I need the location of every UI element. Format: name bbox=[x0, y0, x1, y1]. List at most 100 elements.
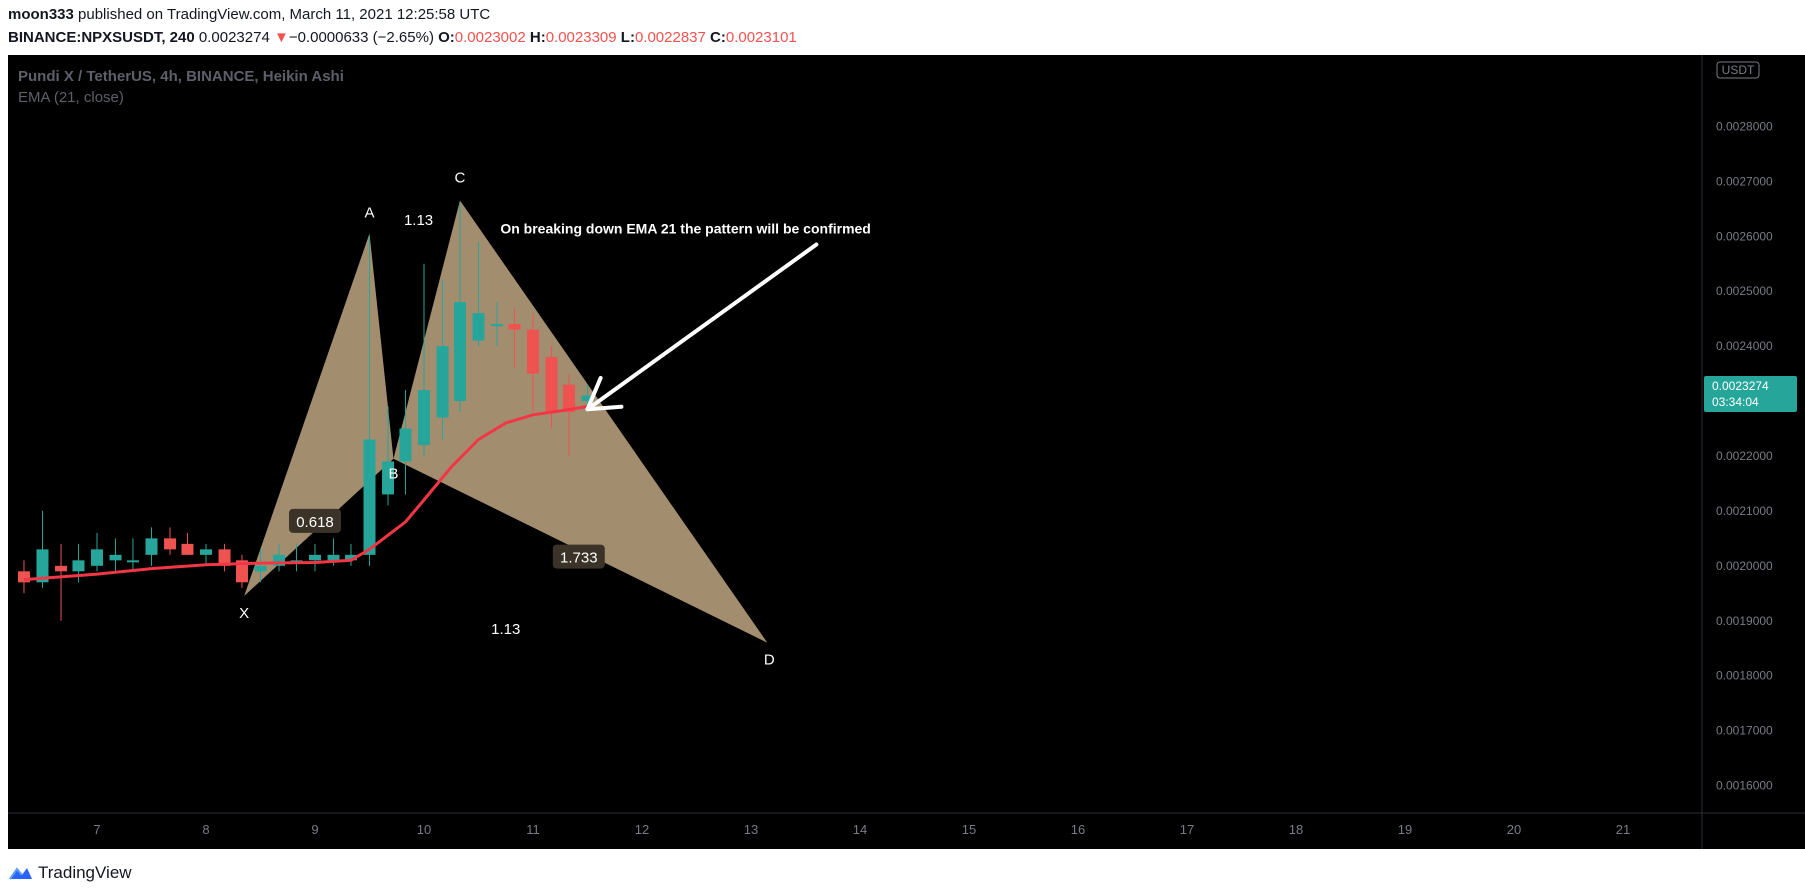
candle-body bbox=[491, 324, 504, 327]
currency-badge-label: USDT bbox=[1722, 63, 1755, 77]
legend-indicator: EMA (21, close) bbox=[18, 89, 124, 106]
candle-body bbox=[126, 560, 139, 563]
high-value: 0.0023309 bbox=[545, 29, 617, 46]
x-tick-label: 9 bbox=[311, 822, 318, 837]
candle-body bbox=[235, 560, 248, 583]
candle-body bbox=[453, 302, 466, 402]
down-arrow-icon: ▼ bbox=[273, 29, 289, 46]
author-name[interactable]: moon333 bbox=[8, 6, 74, 23]
candle-body bbox=[382, 461, 395, 495]
pattern-triangle-bcd bbox=[393, 200, 768, 643]
candle-body bbox=[399, 428, 412, 462]
x-tick-label: 12 bbox=[635, 822, 649, 837]
candle-body bbox=[327, 554, 340, 561]
x-tick-label: 11 bbox=[526, 822, 540, 837]
y-tick-label: 0.0028000 bbox=[1716, 119, 1773, 133]
candle-body bbox=[545, 357, 558, 413]
y-tick-label: 0.0027000 bbox=[1716, 174, 1773, 188]
chart-area[interactable]: 0.0028000 0.0027000 0.0026000 0.0025000 0.00… bbox=[8, 55, 1805, 849]
ratio-label: 0.618 bbox=[296, 514, 334, 531]
low-label: L: bbox=[620, 29, 635, 46]
candle-body bbox=[218, 549, 231, 566]
candle-body bbox=[55, 565, 68, 572]
candle-body bbox=[200, 549, 212, 555]
annotation-text: On breaking down EMA 21 the pattern will… bbox=[500, 221, 871, 237]
candle-body bbox=[91, 549, 103, 566]
candle-body bbox=[273, 554, 286, 566]
y-tick-label: 0.0017000 bbox=[1716, 724, 1773, 738]
ratio-label: 1.13 bbox=[491, 621, 520, 638]
ema-line bbox=[23, 405, 588, 582]
x-tick-label: 8 bbox=[202, 822, 209, 837]
y-tick-label: 0.0016000 bbox=[1716, 779, 1773, 793]
last-price-label: 0.0023274 bbox=[1712, 379, 1769, 393]
publish-info: moon333 published on TradingView.com, Ma… bbox=[8, 6, 490, 23]
high-label: H: bbox=[529, 29, 546, 46]
ratio-label: 1.733 bbox=[560, 550, 598, 567]
countdown-label: 03:34:04 bbox=[1712, 395, 1759, 409]
x-tick-label: 21 bbox=[1616, 822, 1630, 837]
candle-body bbox=[363, 439, 376, 555]
pattern-point-label: D bbox=[764, 652, 775, 669]
y-tick-label: 0.0020000 bbox=[1716, 559, 1773, 573]
close-value: 0.0023101 bbox=[725, 29, 797, 46]
x-tick-label: 18 bbox=[1289, 822, 1303, 837]
y-tick-label: 0.0019000 bbox=[1716, 614, 1773, 628]
candle-body bbox=[17, 571, 30, 583]
candle-body bbox=[164, 538, 177, 550]
y-tick-label: 0.0021000 bbox=[1716, 504, 1773, 518]
pattern-triangle-xab bbox=[244, 233, 394, 597]
y-tick-label: 0.0018000 bbox=[1716, 669, 1773, 683]
low-value: 0.0022837 bbox=[634, 29, 706, 46]
candle-body bbox=[508, 324, 521, 330]
footer-brand[interactable]: TradingView bbox=[8, 860, 132, 886]
candle-body bbox=[436, 346, 449, 418]
ratio-label-box bbox=[289, 508, 341, 533]
annotation-arrow-head bbox=[585, 375, 624, 412]
candle-body bbox=[145, 538, 158, 555]
candle-body bbox=[309, 554, 321, 561]
tradingview-wordmark: TradingView bbox=[38, 863, 132, 882]
y-tick-label: 0.0022000 bbox=[1716, 449, 1773, 463]
x-tick-label: 15 bbox=[962, 822, 976, 837]
currency-badge bbox=[1716, 61, 1760, 79]
pattern-point-label: A bbox=[364, 205, 374, 222]
candle-body bbox=[254, 565, 267, 572]
x-tick-label: 10 bbox=[417, 822, 431, 837]
candle-body bbox=[581, 395, 594, 402]
published-text: published on TradingView.com, March 11, … bbox=[78, 6, 491, 23]
close-label: C: bbox=[710, 29, 726, 46]
symbol-label: BINANCE:NPXSUSDT, 240 bbox=[8, 29, 195, 46]
open-label: O: bbox=[438, 29, 455, 46]
candle-body bbox=[72, 560, 85, 572]
pattern-point-label: C bbox=[455, 170, 466, 187]
open-value: 0.0023002 bbox=[454, 29, 526, 46]
y-tick-label: 0.0024000 bbox=[1716, 339, 1773, 353]
x-tick-label: 17 bbox=[1180, 822, 1194, 837]
x-tick-label: 7 bbox=[93, 822, 100, 837]
y-tick-label: 0.0025000 bbox=[1716, 284, 1773, 298]
x-tick-label: 16 bbox=[1071, 822, 1085, 837]
x-tick-label: 13 bbox=[744, 822, 758, 837]
ratio-label-box bbox=[552, 544, 605, 569]
candle-body bbox=[181, 543, 194, 555]
x-tick-label: 19 bbox=[1398, 822, 1412, 837]
chart-svg[interactable]: 0.0028000 0.0027000 0.0026000 0.0025000 0.00… bbox=[8, 55, 1805, 849]
pattern-point-label: X bbox=[239, 605, 249, 622]
last-price: 0.0023274 bbox=[198, 29, 270, 46]
candle-body bbox=[472, 313, 485, 341]
tradingview-logo-icon bbox=[9, 867, 32, 880]
legend-title: Pundi X / TetherUS, 4h, BINANCE, Heikin … bbox=[18, 68, 344, 85]
annotation-arrow-shaft bbox=[585, 242, 819, 412]
x-tick-label: 14 bbox=[853, 822, 867, 837]
last-price-badge bbox=[1704, 375, 1797, 412]
pattern-point-label: B bbox=[388, 466, 398, 483]
candle-body bbox=[344, 554, 357, 561]
candle-body bbox=[527, 329, 539, 374]
x-tick-label: 20 bbox=[1507, 822, 1521, 837]
candle-body bbox=[418, 390, 430, 445]
y-tick-label: 0.0026000 bbox=[1716, 229, 1773, 243]
ratio-label: 1.13 bbox=[404, 212, 433, 229]
candle-body bbox=[109, 554, 122, 561]
candle-body bbox=[562, 384, 575, 413]
